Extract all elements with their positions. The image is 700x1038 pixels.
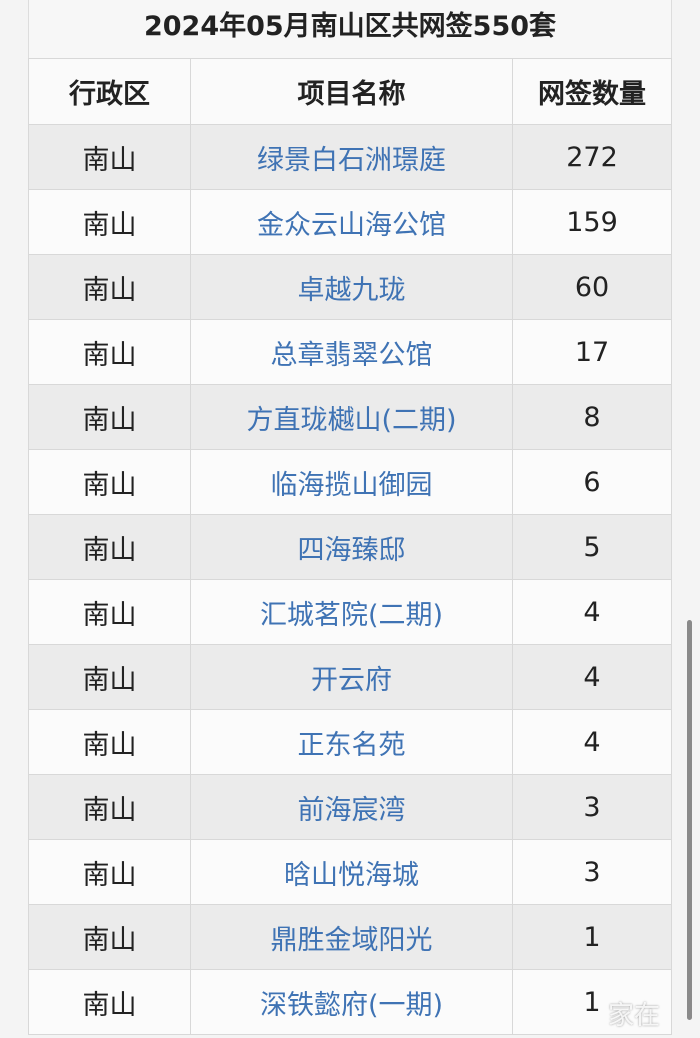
count-cell: 1	[512, 904, 672, 970]
header-row: 行政区 项目名称 网签数量	[28, 58, 672, 125]
project-name-cell: 鼎胜金域阳光	[190, 904, 513, 970]
table-row: 南山 绿景白石洲璟庭 272	[28, 124, 672, 190]
count-cell: 272	[512, 124, 672, 190]
count-cell: 17	[512, 319, 672, 385]
table-title: 2024年05月南山区共网签550套	[28, 0, 672, 58]
district-cell: 南山	[28, 514, 191, 580]
district-cell: 南山	[28, 449, 191, 515]
project-name-cell: 前海宸湾	[190, 774, 513, 840]
count-cell: 1	[512, 969, 672, 1035]
district-cell: 南山	[28, 969, 191, 1035]
district-cell: 南山	[28, 579, 191, 645]
table-row: 南山 临海揽山御园 6	[28, 449, 672, 515]
table-row: 南山 卓越九珑 60	[28, 254, 672, 320]
count-cell: 159	[512, 189, 672, 255]
district-cell: 南山	[28, 774, 191, 840]
column-header: 行政区	[28, 58, 191, 125]
table-row: 南山 晗山悦海城 3	[28, 839, 672, 905]
district-cell: 南山	[28, 319, 191, 385]
table-row: 南山 四海臻邸 5	[28, 514, 672, 580]
table-row: 南山 深铁懿府(一期) 1	[28, 969, 672, 1035]
count-cell: 60	[512, 254, 672, 320]
scrollbar[interactable]	[687, 620, 692, 1020]
project-name-cell: 绿景白石洲璟庭	[190, 124, 513, 190]
count-cell: 4	[512, 579, 672, 645]
district-cell: 南山	[28, 254, 191, 320]
table-row: 南山 金众云山海公馆 159	[28, 189, 672, 255]
project-name-cell: 正东名苑	[190, 709, 513, 775]
table-row: 南山 开云府 4	[28, 644, 672, 710]
count-cell: 4	[512, 644, 672, 710]
project-name-cell: 卓越九珑	[190, 254, 513, 320]
table-row: 南山 方直珑樾山(二期) 8	[28, 384, 672, 450]
count-cell: 5	[512, 514, 672, 580]
table-row: 南山 前海宸湾 3	[28, 774, 672, 840]
district-cell: 南山	[28, 384, 191, 450]
column-header: 项目名称	[190, 58, 513, 125]
project-name-cell: 深铁懿府(一期)	[190, 969, 513, 1035]
watermark: 家在	[607, 1001, 660, 1031]
project-name-cell: 四海臻邸	[190, 514, 513, 580]
table-row: 南山 汇城茗院(二期) 4	[28, 579, 672, 645]
project-name-cell: 晗山悦海城	[190, 839, 513, 905]
project-name-cell: 开云府	[190, 644, 513, 710]
district-cell: 南山	[28, 189, 191, 255]
count-cell: 3	[512, 839, 672, 905]
count-cell: 6	[512, 449, 672, 515]
district-cell: 南山	[28, 709, 191, 775]
count-cell: 8	[512, 384, 672, 450]
count-cell: 4	[512, 709, 672, 775]
district-cell: 南山	[28, 124, 191, 190]
project-name-cell: 总章翡翠公馆	[190, 319, 513, 385]
district-cell: 南山	[28, 904, 191, 970]
table-row: 南山 正东名苑 4	[28, 709, 672, 775]
column-header: 网签数量	[512, 58, 672, 125]
district-cell: 南山	[28, 839, 191, 905]
project-name-cell: 方直珑樾山(二期)	[190, 384, 513, 450]
district-cell: 南山	[28, 644, 191, 710]
project-name-cell: 金众云山海公馆	[190, 189, 513, 255]
count-cell: 3	[512, 774, 672, 840]
table-row: 南山 总章翡翠公馆 17	[28, 319, 672, 385]
project-name-cell: 汇城茗院(二期)	[190, 579, 513, 645]
project-name-cell: 临海揽山御园	[190, 449, 513, 515]
table-body: 南山 绿景白石洲璟庭 272 南山 金众云山海公馆 159 南山 卓越九珑 60 南山 总章翡翠公馆…	[28, 124, 672, 1035]
table-row: 南山 鼎胜金域阳光 1	[28, 904, 672, 970]
data-table: 行政区 项目名称 网签数量 南山 绿景白石洲璟庭 272 南山 金众云山海公馆 159 南山 卓越…	[28, 58, 672, 1035]
